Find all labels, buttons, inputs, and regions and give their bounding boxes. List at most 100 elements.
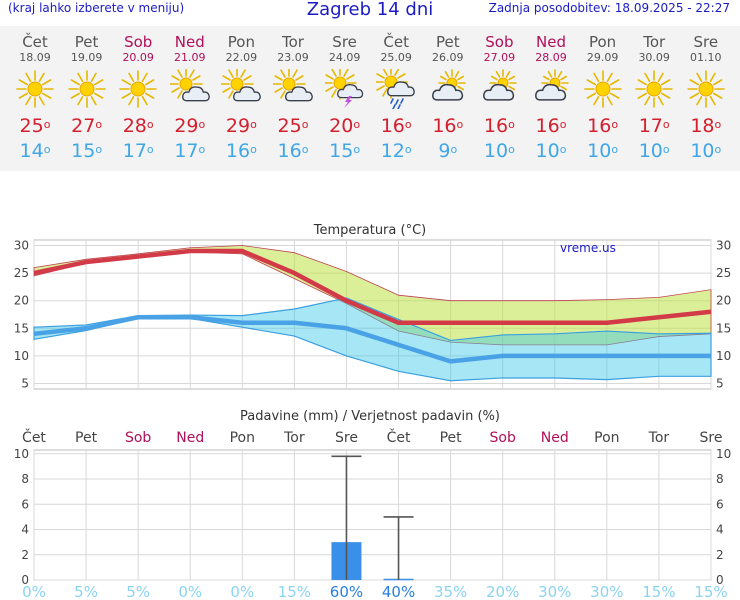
day-name: Sre [693,33,719,51]
day-name: Pet [435,33,460,51]
temp-max-value: 18 [690,115,715,137]
forecast-day: Sob 27.09 16o 10o [473,26,525,164]
precip-ytick-left: 2 [21,548,29,562]
precip-probability: 30% [538,583,571,600]
day-date: 22.09 [225,51,258,64]
day-date: 30.09 [638,51,670,64]
degree-sign: o [198,118,206,131]
temp-ytick-right: 10 [716,349,731,363]
temp-ytick-left: 15 [14,321,29,335]
temp-min-value: 10 [638,140,663,162]
degree-sign: o [95,118,103,131]
temp-max-value: 29 [174,115,199,137]
precip-probability: 60% [330,583,363,600]
forecast-day: Pon 29.09 16o 10o [577,26,629,164]
temp-min-value: 10 [587,140,612,162]
degree-sign: o [456,118,464,131]
temp-max-value: 28 [122,115,147,137]
precip-probability: 0% [178,583,202,600]
cloud-sun-icon [479,69,519,109]
degree-sign: o [95,143,103,156]
temp-max-value: 17 [638,115,663,137]
sun-icon [583,69,623,109]
day-date: 26.09 [432,51,464,64]
temp-chart-title: Temperatura (°C) [313,223,426,238]
precip-xtick: Tor [283,430,305,446]
forecast-day: Ned 21.09 29o 17o [164,26,216,164]
degree-sign: o [353,118,361,131]
sun-icon [686,69,726,109]
temp-min: 10o [525,138,577,164]
day-date: 20.09 [122,51,154,64]
sun-cloud-storm-icon [322,66,365,109]
sun-icon [634,69,674,109]
precip-xtick: Sob [125,430,151,446]
degree-sign: o [611,118,619,131]
temp-max: 16o [473,114,525,138]
degree-sign: o [559,143,567,156]
temp-min: 10o [473,138,525,164]
degree-sign: o [714,118,722,131]
temp-max: 16o [370,114,422,138]
temp-min-value: 10 [483,140,509,162]
forecast-day: Sre 24.09 20o 15o [319,26,371,164]
forecast-day: Pon 22.09 29o 16o [215,26,267,164]
degree-sign: o [301,143,309,156]
temp-ytick-left: 25 [14,266,29,280]
temp-min-value: 14 [19,140,44,162]
page-title: Zagreb 14 dni [306,0,434,20]
day-date: 27.09 [483,51,516,64]
min-temp-line [33,315,711,364]
day-name: Pon [227,33,255,51]
degree-sign: o [611,143,619,156]
precip-probability: 30% [590,583,623,600]
precip-xtick: Ned [176,430,204,446]
last-updated: Zadnja posodobitev: 18.09.2025 - 22:27 [488,1,730,15]
precip-ytick-left: 10 [14,447,29,461]
day-date: 21.09 [174,51,206,64]
daily-forecast-strip: Čet 18.09 25o 14o Pet 19.09 27o 15o Sob 20.09 28o 1… [0,26,740,171]
temp-min-value: 10 [690,140,715,162]
degree-sign: o [662,143,670,156]
precip-ytick-left: 4 [21,523,29,537]
precip-ytick-right: 4 [716,523,724,537]
temp-min: 16o [267,138,319,164]
precip-xtick: Sre [335,430,358,446]
temp-min-value: 15 [71,140,96,162]
temp-ytick-left: 5 [21,376,29,390]
temp-ytick-right: 30 [716,239,731,253]
location-menu-note[interactable]: (kraj lahko izberete v meniju) [8,1,185,15]
day-date: 19.09 [70,51,103,64]
degree-sign: o [662,118,670,131]
degree-sign: o [404,118,412,131]
temp-max: 16o [525,114,577,138]
forecast-day: Čet 18.09 25o 14o [9,26,61,164]
temp-max: 29o [215,114,267,138]
temp-max-value: 25 [19,115,44,137]
day-date: 25.09 [380,51,412,64]
temp-max: 25o [267,114,319,138]
degree-sign: o [43,118,51,131]
precip-xtick: Čet [387,428,411,446]
precip-probability: 15% [642,583,675,600]
forecast-day: Ned 28.09 16o 10o [525,26,577,164]
temp-max: 29o [164,114,216,138]
precip-probability: 15% [278,583,311,600]
temp-max: 16o [422,114,474,138]
day-date: 01.10 [690,51,722,64]
forecast-day: Tor 30.09 17o 10o [628,26,680,164]
precip-probability: 40% [382,583,415,600]
temp-max: 25o [9,114,61,138]
precip-ytick-left: 6 [21,497,29,511]
temp-min-value: 17 [122,140,147,162]
temp-min-value: 12 [380,140,405,162]
precip-xtick: Čet [22,428,46,446]
precip-ytick-right: 10 [716,447,731,461]
temp-min-value: 10 [535,140,560,162]
temp-min-value: 15 [329,140,354,162]
degree-sign: o [250,118,257,131]
temp-min: 10o [628,138,680,164]
cloud-sun-icon [428,69,468,109]
day-name: Tor [643,33,666,51]
